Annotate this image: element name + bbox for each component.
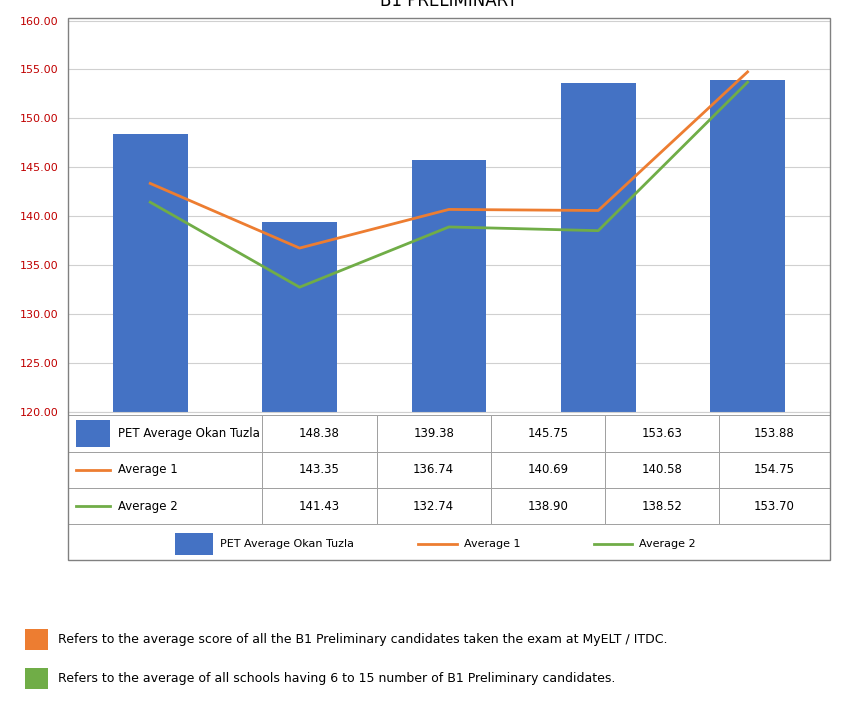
Text: 140.58: 140.58 — [642, 463, 683, 477]
Bar — [26, 667, 48, 689]
Text: 141.43: 141.43 — [299, 500, 340, 513]
Bar — [561, 83, 636, 704]
Text: 153.88: 153.88 — [754, 427, 795, 440]
Bar — [711, 80, 785, 704]
Text: 136.74: 136.74 — [413, 463, 454, 477]
Text: Refers to the average score of all the B1 Preliminary candidates taken the exam : Refers to the average score of all the B… — [58, 633, 667, 646]
Text: Refers to the average of all schools having 6 to 15 number of B1 Preliminary can: Refers to the average of all schools hav… — [58, 672, 615, 685]
Text: 138.90: 138.90 — [528, 500, 568, 513]
Text: 153.70: 153.70 — [754, 500, 795, 513]
Bar — [719, 452, 830, 488]
Bar — [491, 452, 605, 488]
Text: Average 1: Average 1 — [464, 539, 521, 549]
Bar — [262, 452, 376, 488]
Text: 138.52: 138.52 — [642, 500, 683, 513]
Text: 153.63: 153.63 — [642, 427, 683, 440]
Bar — [412, 160, 486, 704]
Bar — [605, 488, 719, 524]
Bar — [68, 488, 262, 524]
Bar — [76, 420, 110, 446]
Bar — [113, 134, 187, 704]
Bar — [262, 222, 337, 704]
Bar — [491, 415, 605, 452]
Bar — [26, 629, 48, 650]
Bar — [376, 415, 491, 452]
Bar — [719, 488, 830, 524]
Bar — [68, 415, 262, 452]
Text: PET Average Okan Tuzla: PET Average Okan Tuzla — [117, 427, 260, 440]
Text: Average 1: Average 1 — [117, 463, 177, 477]
Title: B1 PRELIMINARY: B1 PRELIMINARY — [380, 0, 517, 11]
Text: Average 2: Average 2 — [639, 539, 696, 549]
Bar — [376, 452, 491, 488]
Text: 140.69: 140.69 — [528, 463, 568, 477]
Bar — [605, 452, 719, 488]
Text: 154.75: 154.75 — [754, 463, 795, 477]
Bar — [262, 415, 376, 452]
Text: 148.38: 148.38 — [299, 427, 340, 440]
Text: 143.35: 143.35 — [299, 463, 340, 477]
Text: 139.38: 139.38 — [414, 427, 454, 440]
Text: 132.74: 132.74 — [413, 500, 454, 513]
Bar — [605, 415, 719, 452]
Bar — [262, 488, 376, 524]
Bar — [68, 452, 262, 488]
Bar — [376, 488, 491, 524]
Text: 145.75: 145.75 — [528, 427, 568, 440]
Bar — [174, 533, 213, 555]
Text: Average 2: Average 2 — [117, 500, 177, 513]
Bar — [719, 415, 830, 452]
Bar — [491, 488, 605, 524]
Text: PET Average Okan Tuzla: PET Average Okan Tuzla — [220, 539, 354, 549]
